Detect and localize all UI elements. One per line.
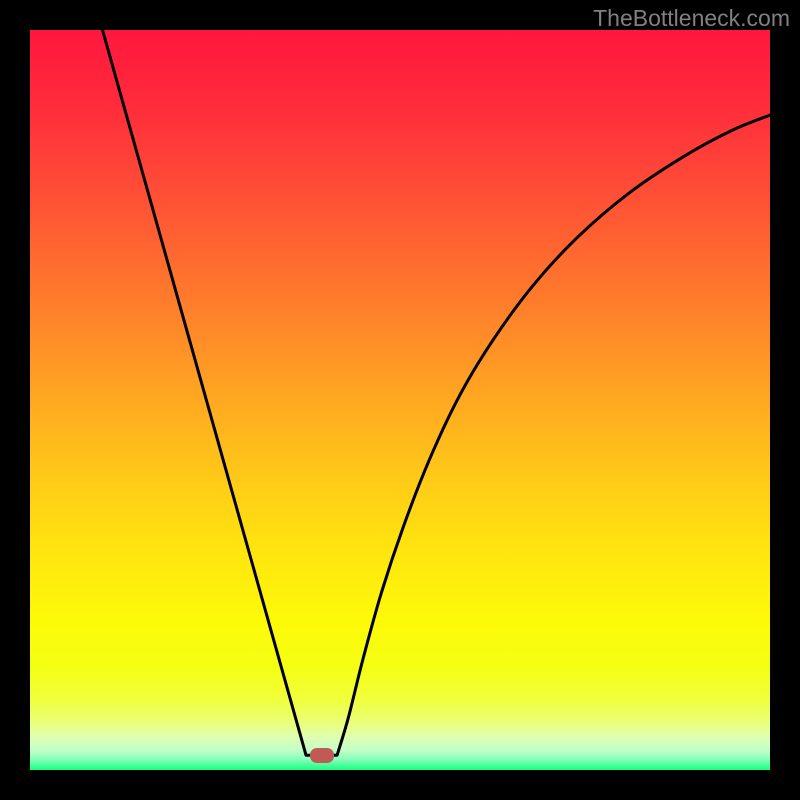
bottleneck-curve bbox=[103, 30, 770, 755]
chart-container: TheBottleneck.com bbox=[0, 0, 800, 800]
watermark-text: TheBottleneck.com bbox=[593, 5, 790, 32]
plot-svg bbox=[0, 0, 800, 800]
optimal-point-marker bbox=[310, 748, 334, 763]
frame-left bbox=[0, 0, 30, 800]
frame-bottom bbox=[0, 770, 800, 800]
frame-right bbox=[770, 0, 800, 800]
plot-background bbox=[30, 30, 770, 770]
